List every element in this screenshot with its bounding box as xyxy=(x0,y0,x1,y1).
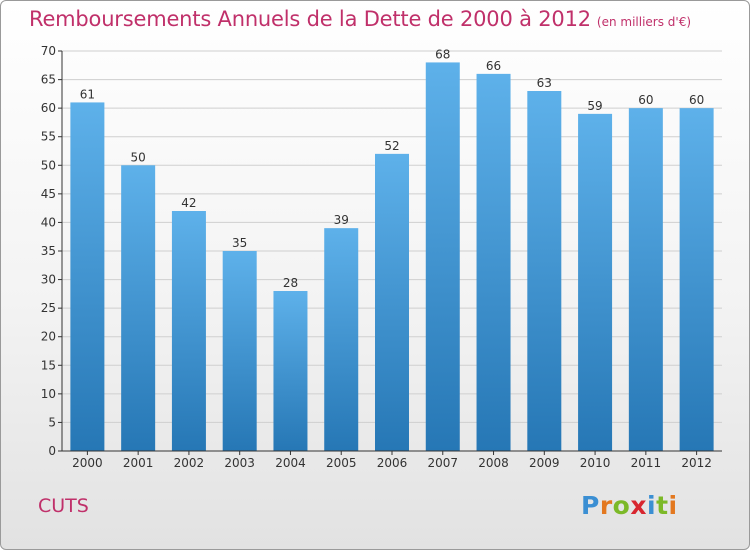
y-tick-label: 5 xyxy=(48,415,56,429)
x-tick-label: 2008 xyxy=(478,456,509,470)
y-tick-label: 50 xyxy=(41,158,56,172)
x-tick-label: 2007 xyxy=(427,456,458,470)
bar-2011 xyxy=(628,108,663,452)
x-tick-label: 2000 xyxy=(72,456,103,470)
bar-2008 xyxy=(476,73,511,451)
bar-2007 xyxy=(425,62,460,452)
data-label: 39 xyxy=(334,213,349,227)
y-tick-label: 30 xyxy=(41,273,56,287)
logo-letter: r xyxy=(599,491,613,520)
data-label: 60 xyxy=(689,93,704,107)
axes: 0 5 10 15 20 25 30 35 40 45 50 55 60 65 70 2000 2001 2002… xyxy=(41,44,722,470)
x-tick-label: 2010 xyxy=(580,456,611,470)
y-tick-label: 10 xyxy=(41,387,56,401)
logo-letter: x xyxy=(630,491,647,520)
x-tick-label: 2005 xyxy=(326,456,357,470)
bar-2001 xyxy=(121,165,156,452)
x-tick-label: 2004 xyxy=(275,456,306,470)
x-tick-label: 2009 xyxy=(529,456,560,470)
data-label: 61 xyxy=(80,87,95,101)
data-label: 66 xyxy=(486,59,501,73)
data-label: 42 xyxy=(181,196,196,210)
y-tick-label: 35 xyxy=(41,244,56,258)
x-tick-label: 2006 xyxy=(377,456,408,470)
y-tick-label: 20 xyxy=(41,330,56,344)
data-label: 63 xyxy=(537,76,552,90)
logo-letter: i xyxy=(647,491,657,520)
bar-2003 xyxy=(222,251,257,451)
x-tick-label: 2012 xyxy=(681,456,712,470)
logo-letter: i xyxy=(668,491,678,520)
y-tick-label: 15 xyxy=(41,358,56,372)
bar-2010 xyxy=(578,113,613,451)
data-label: 52 xyxy=(384,139,399,153)
bar-2005 xyxy=(324,228,359,451)
bar-2004 xyxy=(273,291,308,451)
x-tick-label: 2002 xyxy=(174,456,205,470)
logo-letter: o xyxy=(612,491,631,520)
y-tick-label: 0 xyxy=(48,444,56,458)
x-tick-label: 2003 xyxy=(224,456,255,470)
bar-2012 xyxy=(679,108,714,452)
chart-title-text: Remboursements Annuels de la Dette de 20… xyxy=(29,7,591,31)
commune-name: CUTS xyxy=(38,495,89,517)
x-tick-label: 2011 xyxy=(631,456,662,470)
data-label: 50 xyxy=(131,150,146,164)
y-tick-label: 40 xyxy=(41,215,56,229)
bar-2000 xyxy=(70,102,105,451)
y-tick-label: 25 xyxy=(41,301,56,315)
y-tick-label: 45 xyxy=(41,187,56,201)
chart-unit-label: (en milliers d'€) xyxy=(596,15,692,29)
data-label: 35 xyxy=(232,236,247,250)
y-tick-label: 60 xyxy=(41,101,56,115)
data-label: 60 xyxy=(638,93,653,107)
bar-2002 xyxy=(171,211,206,451)
bar-2009 xyxy=(527,91,562,451)
y-tick-label: 70 xyxy=(41,44,56,58)
logo-letter: P xyxy=(581,491,600,520)
data-label: 59 xyxy=(587,99,602,113)
bar-2006 xyxy=(375,153,409,451)
proxiti-logo: Proxiti xyxy=(581,491,678,520)
y-tick-label: 55 xyxy=(41,130,56,144)
y-tick-label: 65 xyxy=(41,73,56,87)
data-label: 68 xyxy=(435,47,450,61)
chart-title: Remboursements Annuels de la Dette de 20… xyxy=(29,7,691,31)
data-label: 28 xyxy=(283,276,298,290)
logo-letter: t xyxy=(656,491,669,520)
x-tick-label: 2001 xyxy=(123,456,154,470)
bars xyxy=(70,62,714,452)
data-labels: 61 50 42 35 28 39 52 68 66 63 59 60 60 xyxy=(80,47,705,290)
